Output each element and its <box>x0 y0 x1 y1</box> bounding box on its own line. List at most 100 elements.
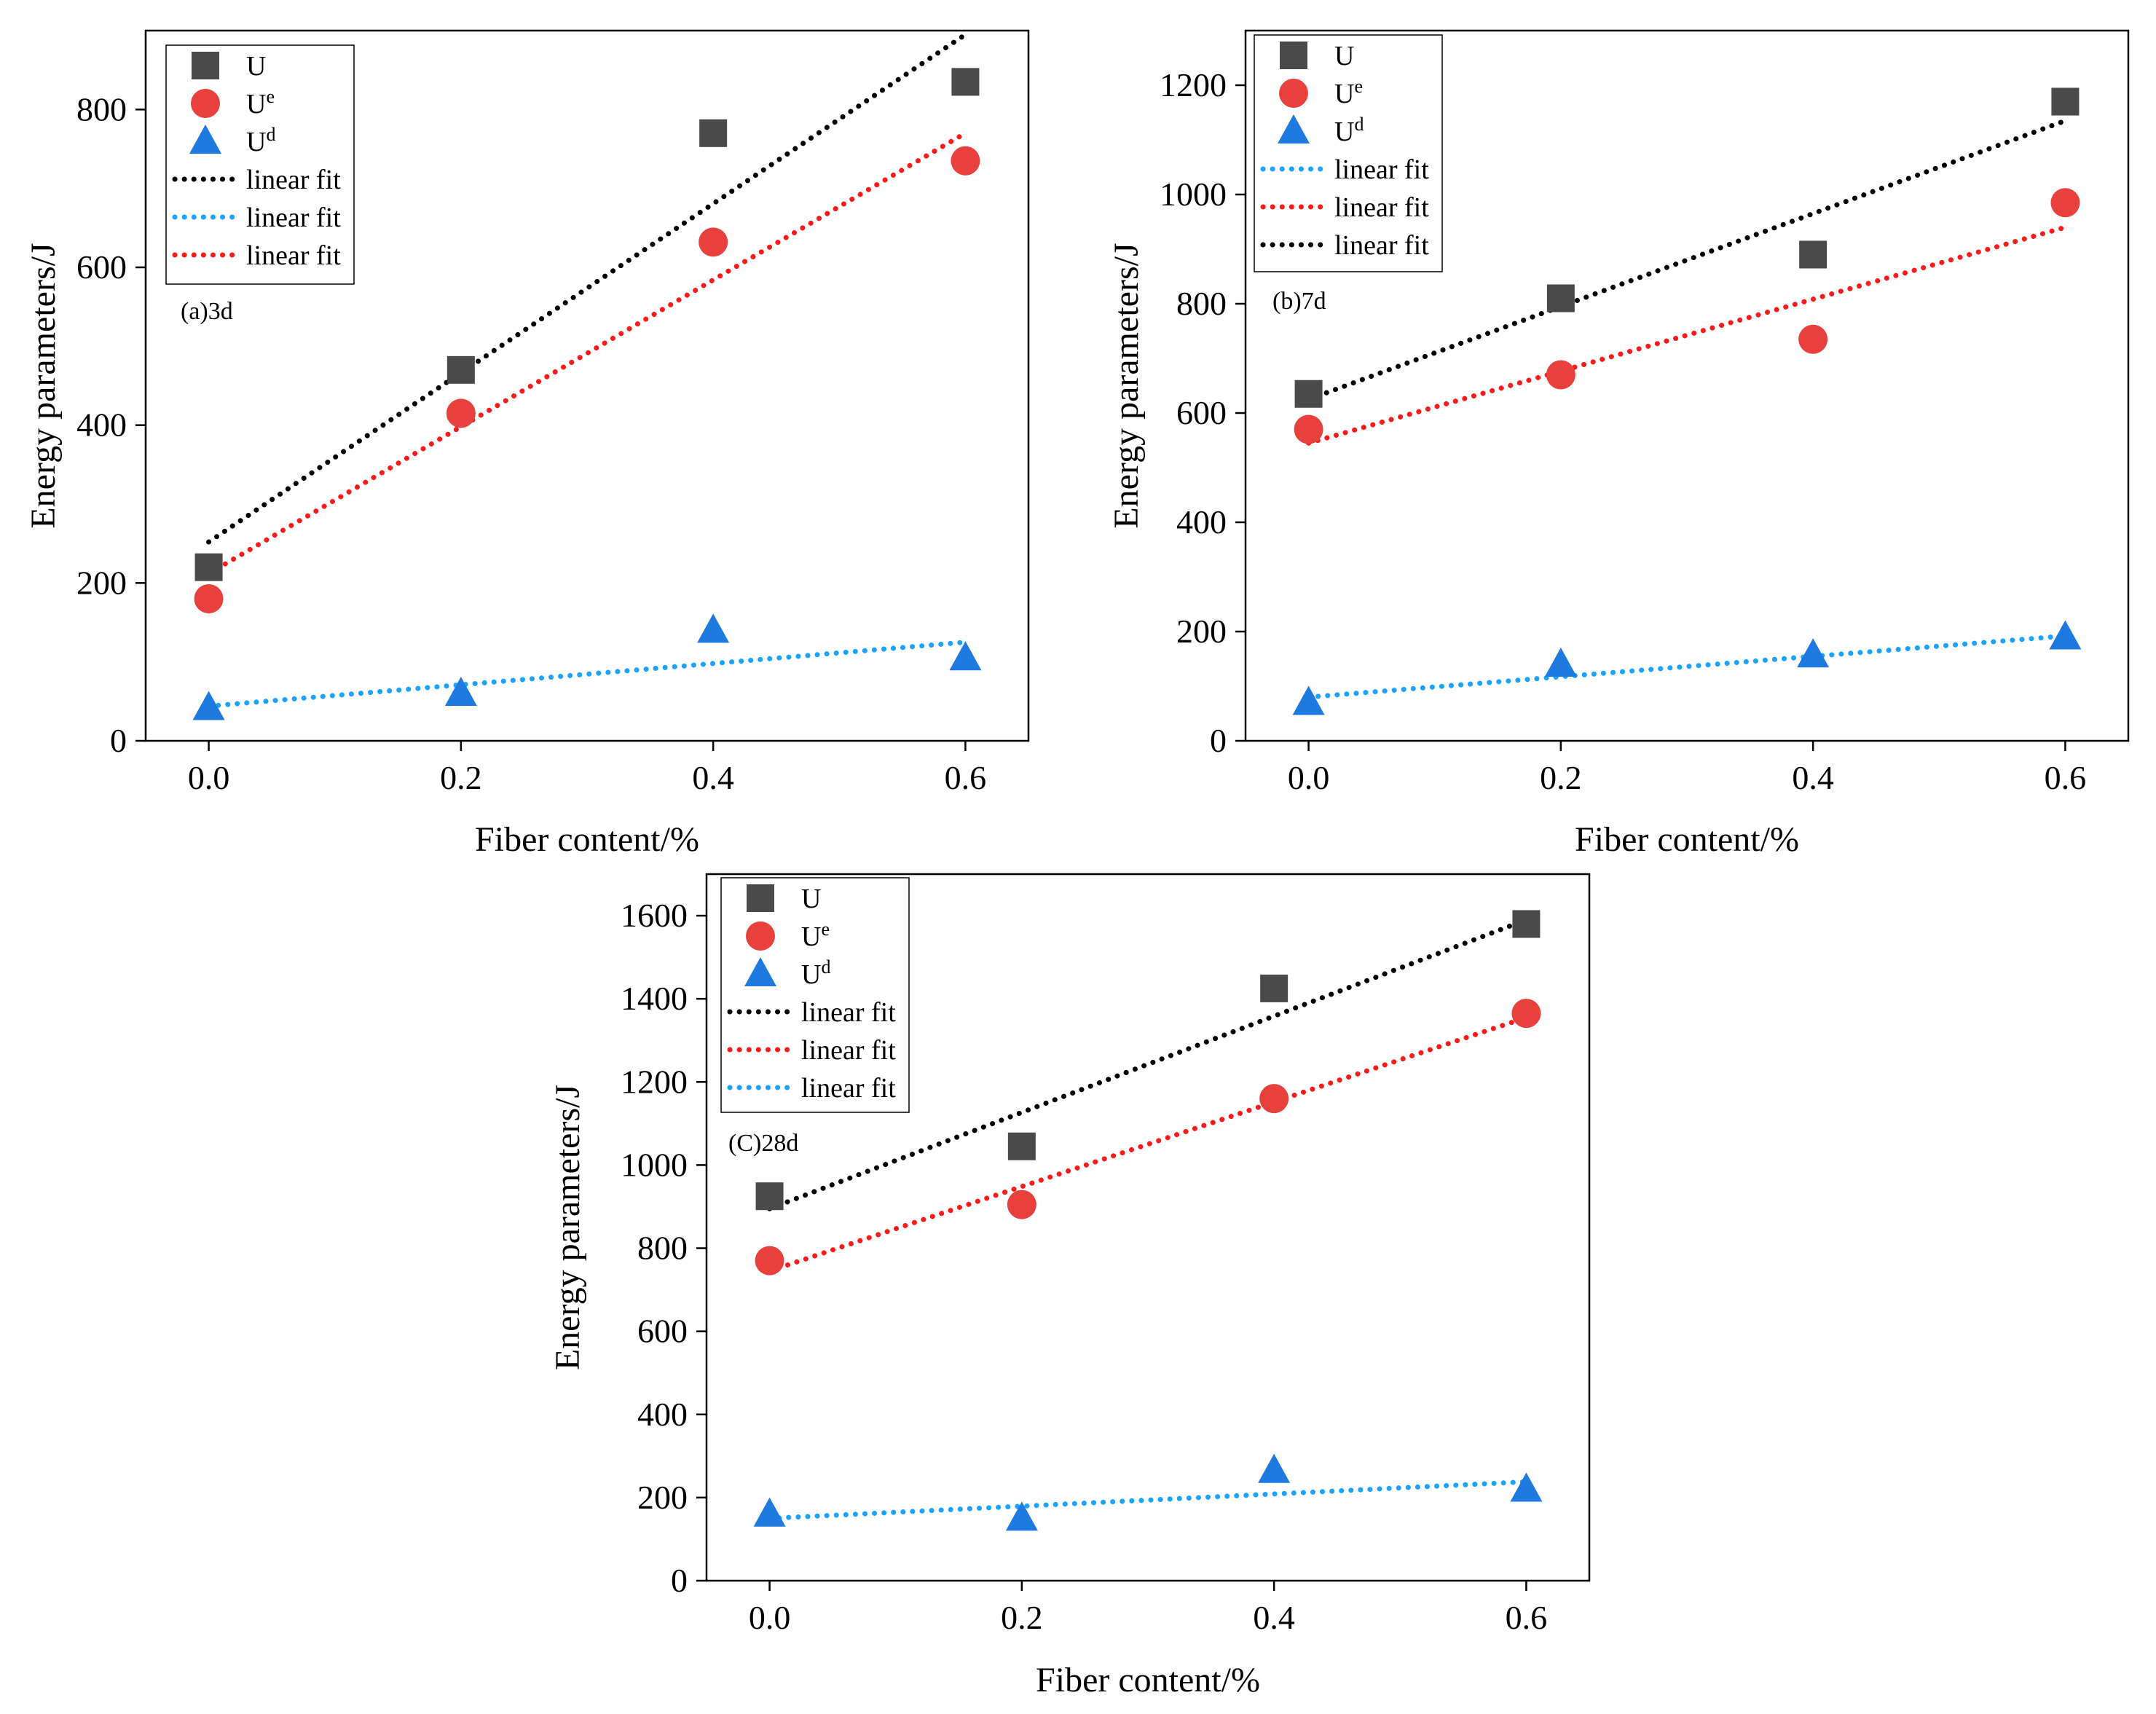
legend-label-base: U <box>246 89 266 119</box>
x-tick-label: 0.0 <box>188 759 230 796</box>
data-point-triangle <box>444 677 477 706</box>
y-tick-label: 800 <box>637 1230 688 1267</box>
legend-marker-square <box>747 884 774 912</box>
y-axis-title: Energy parameters/J <box>24 243 63 528</box>
legend-label: Ud <box>1334 114 1364 148</box>
panel-label: (a)3d <box>181 298 233 325</box>
y-tick-label: 600 <box>637 1313 688 1350</box>
panel-label: (C)28d <box>728 1130 798 1157</box>
data-point-square <box>699 119 728 147</box>
legend-box <box>1254 34 1443 272</box>
chart-panel-3: 0.0 0.2 0.4 0.6 0 200 400 600 800 1000 1200 1400 160… <box>548 873 1591 1699</box>
data-point-triangle <box>697 613 730 643</box>
data-point-triangle <box>192 691 225 720</box>
linear-fit-line-1 <box>1306 633 2068 700</box>
data-point-triangle <box>1544 648 1577 677</box>
y-tick-label: 1000 <box>621 1146 688 1183</box>
legend-marker-triangle <box>744 957 776 986</box>
legend-label: U <box>1334 41 1354 71</box>
legend-label-base: U <box>246 51 266 82</box>
data-point-triangle <box>2049 620 2082 650</box>
data-point-triangle <box>1510 1472 1543 1502</box>
legend-marker-triangle <box>189 125 221 154</box>
y-tick-label: 600 <box>76 248 127 286</box>
y-tick-label: 200 <box>637 1479 688 1516</box>
y-tick-label: 1400 <box>621 980 688 1017</box>
panel-label: (b)7d <box>1272 288 1326 315</box>
x-tick-label: 0.6 <box>1506 1599 1548 1636</box>
data-point-circle <box>755 1246 784 1275</box>
legend-label-sup: e <box>821 919 830 940</box>
x-tick-label: 0.2 <box>1001 1599 1043 1636</box>
y-tick-label: 800 <box>76 90 127 127</box>
x-tick-label: 0.2 <box>440 759 482 796</box>
legend-label: Ue <box>801 919 830 953</box>
x-axis-title: Fiber content/% <box>475 820 699 859</box>
legend-label-base: U <box>246 127 266 157</box>
legend-label-base: U <box>1334 41 1354 71</box>
legend-fit-label: linear fit <box>1334 230 1429 261</box>
y-tick-label: 1200 <box>621 1063 688 1100</box>
legend-marker-square <box>1280 42 1307 69</box>
y-tick-label: 0 <box>110 722 127 759</box>
data-point-circle <box>1294 414 1323 444</box>
legend-label-sup: e <box>1354 76 1363 97</box>
y-tick-label: 800 <box>1176 285 1227 322</box>
y-tick-label: 0 <box>671 1562 688 1599</box>
y-tick-label: 1600 <box>621 897 688 934</box>
linear-fit-line-3 <box>206 130 968 576</box>
chart-panel-1: 0.0 0.2 0.4 0.6 0 200 400 600 800 Fiber content/%… <box>24 29 1030 859</box>
x-tick-label: 0.4 <box>1792 759 1834 796</box>
plot-frame <box>1244 29 2130 742</box>
x-tick-label: 0.6 <box>2045 759 2087 796</box>
data-point-circle <box>1511 999 1541 1029</box>
legend-fit-label: linear fit <box>246 240 341 271</box>
legend-label-sup: d <box>821 956 830 978</box>
data-point-circle <box>1546 360 1575 390</box>
legend-fit-label: linear fit <box>1334 154 1429 185</box>
data-point-circle <box>1798 324 1828 354</box>
data-point-circle <box>2050 188 2080 218</box>
linear-fit-line-3 <box>767 1479 1529 1521</box>
y-tick-label: 400 <box>637 1396 688 1433</box>
x-tick-label: 0.0 <box>749 1599 791 1636</box>
data-point-circle <box>1259 1084 1289 1114</box>
y-tick-label: 400 <box>76 406 127 444</box>
data-point-triangle <box>1292 685 1325 715</box>
data-point-triangle <box>949 641 982 671</box>
data-point-square <box>755 1182 784 1211</box>
plot-frame <box>705 873 1591 1582</box>
data-point-triangle <box>1258 1453 1291 1483</box>
data-point-circle <box>699 227 728 257</box>
data-point-circle <box>194 584 224 613</box>
data-point-square <box>2051 87 2080 116</box>
linear-fit-line-1 <box>767 917 1529 1211</box>
chart-panel-2: 0.0 0.2 0.4 0.6 0 200 400 600 800 1000 1200 Fiber c… <box>1107 29 2130 859</box>
data-point-circle <box>1007 1190 1036 1219</box>
data-point-square <box>1260 974 1289 1002</box>
data-point-square <box>446 355 475 384</box>
data-point-circle <box>951 146 980 176</box>
legend-label: Ud <box>246 124 275 158</box>
legend-box <box>720 877 910 1113</box>
y-tick-label: 1000 <box>1160 176 1227 213</box>
x-tick-label: 0.2 <box>1540 759 1582 796</box>
y-tick-label: 1200 <box>1160 66 1227 103</box>
legend-fit-label: linear fit <box>801 1073 896 1104</box>
legend-fit-label: linear fit <box>1334 192 1429 223</box>
data-point-circle <box>446 398 476 428</box>
linear-fit-line-1 <box>206 31 968 545</box>
legend-fit-label: linear fit <box>246 165 341 195</box>
legend-marker-circle <box>191 89 220 118</box>
x-axis-title: Fiber content/% <box>1036 1661 1260 1699</box>
linear-fit-line-2 <box>206 640 968 709</box>
legend-label-sup: d <box>266 124 275 145</box>
y-tick-label: 200 <box>1176 613 1227 650</box>
legend-box <box>165 44 355 285</box>
legend-label: U <box>246 51 266 82</box>
x-tick-label: 0.4 <box>1253 1599 1295 1636</box>
